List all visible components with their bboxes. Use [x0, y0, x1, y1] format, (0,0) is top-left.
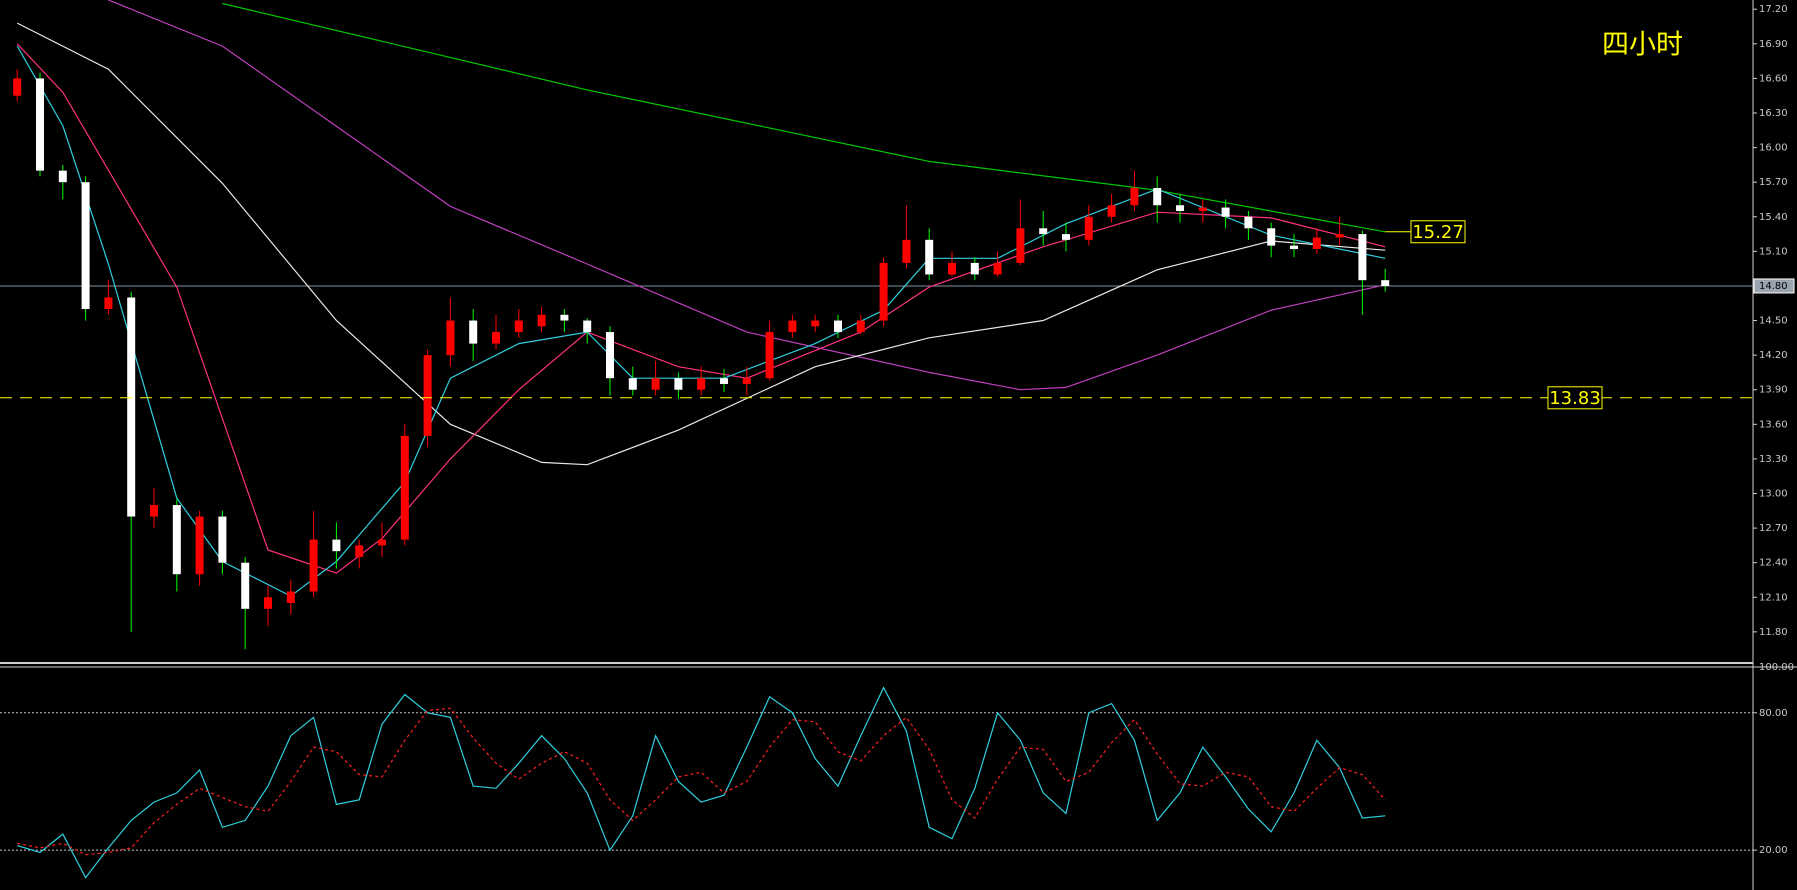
- candle-body: [856, 320, 865, 333]
- y-tick-label: 12.70: [1759, 523, 1788, 534]
- candle-body: [925, 239, 934, 275]
- candle-body: [1358, 234, 1367, 281]
- level-label: 15.27: [1412, 222, 1464, 243]
- candle-body: [1062, 234, 1070, 240]
- candle-body: [81, 182, 90, 310]
- ma-line: [16, 43, 1386, 574]
- y-tick-label: 13.90: [1759, 385, 1788, 396]
- candle-body: [127, 297, 136, 517]
- candle-body: [150, 505, 158, 517]
- candle-body: [1267, 228, 1276, 246]
- y-tick-label: 14.50: [1759, 316, 1788, 327]
- candle-body: [195, 516, 204, 575]
- y-tick-label: 14.20: [1759, 350, 1788, 361]
- level-label: 13.83: [1549, 388, 1601, 409]
- ma-line: [222, 2, 1386, 233]
- y-tick-label: 100.00: [1759, 662, 1794, 673]
- y-tick-label: 15.10: [1759, 246, 1788, 257]
- y-tick-label: 16.60: [1759, 73, 1788, 84]
- candle-body: [264, 597, 272, 609]
- candle-body: [1221, 207, 1230, 217]
- candle-body: [606, 332, 614, 379]
- candle-body: [1198, 207, 1207, 212]
- y-tick-label: 16.90: [1759, 39, 1788, 50]
- candle-body: [492, 332, 500, 344]
- candle-body: [355, 545, 364, 557]
- candle-body: [13, 78, 22, 96]
- candle-body: [1130, 187, 1139, 206]
- y-tick-label: 12.10: [1759, 592, 1788, 603]
- candle-body: [720, 378, 728, 384]
- ma-line: [108, 0, 1386, 391]
- candle-body: [400, 435, 409, 540]
- ma-line: [16, 22, 1386, 466]
- candle-body: [788, 320, 797, 333]
- candle-body: [218, 516, 227, 563]
- candle-body: [172, 505, 181, 575]
- candle-body: [332, 539, 341, 552]
- current-price-label: 14.80: [1759, 281, 1788, 292]
- candle-body: [1016, 228, 1025, 263]
- chart-title: 四小时: [1602, 30, 1683, 61]
- y-tick-label: 16.30: [1759, 108, 1788, 119]
- candle-body: [1244, 216, 1253, 229]
- candle-body: [423, 355, 432, 436]
- y-tick-label: 13.30: [1759, 454, 1788, 465]
- candle-body: [674, 378, 683, 390]
- candle-body: [993, 262, 1002, 275]
- candle-body: [104, 297, 113, 310]
- candle-body: [1039, 228, 1048, 235]
- candle-body: [948, 262, 956, 275]
- level-box: [1547, 386, 1603, 410]
- y-tick-label: 20.00: [1759, 845, 1788, 856]
- y-tick-label: 15.70: [1759, 177, 1788, 188]
- candle-body: [241, 562, 250, 609]
- candle-body: [446, 320, 455, 356]
- candle-body: [1381, 280, 1390, 286]
- candle-body: [514, 320, 523, 333]
- candle-body: [742, 378, 751, 384]
- candle-body: [902, 239, 911, 263]
- oscillator-line: [17, 686, 1386, 879]
- candle-body: [58, 170, 67, 183]
- y-tick-label: 12.40: [1759, 558, 1788, 569]
- y-tick-label: 13.00: [1759, 489, 1788, 500]
- candle-body: [1176, 205, 1184, 212]
- candle-body: [1335, 234, 1344, 238]
- candle-body: [1107, 205, 1116, 217]
- candle-body: [469, 320, 478, 344]
- candle-body: [1312, 237, 1321, 250]
- y-tick-label: 16.00: [1759, 143, 1788, 154]
- level-box: [1410, 220, 1466, 244]
- candle-body: [1084, 216, 1093, 240]
- y-tick-label: 17.20: [1759, 4, 1788, 15]
- candle-body: [1153, 187, 1162, 206]
- candle-body: [834, 320, 842, 333]
- candle-body: [1290, 245, 1298, 250]
- y-tick-label: 15.40: [1759, 212, 1788, 223]
- candle-body: [537, 314, 546, 327]
- candle-body: [811, 320, 820, 327]
- candle-body: [378, 539, 386, 546]
- oscillator-line: [17, 707, 1386, 856]
- candle-body: [560, 314, 569, 321]
- candle-body: [36, 78, 44, 171]
- candle-body: [286, 591, 295, 604]
- candle-body: [628, 378, 637, 390]
- current-price-box: [1753, 278, 1795, 294]
- candle-body: [765, 332, 774, 379]
- candle-body: [879, 262, 888, 321]
- candle-body: [309, 539, 318, 592]
- candle-body: [970, 262, 979, 275]
- candle-body: [583, 320, 592, 333]
- candle-body: [697, 378, 706, 390]
- candle-body: [651, 378, 660, 390]
- y-tick-label: 13.60: [1759, 419, 1788, 430]
- y-tick-label: 11.80: [1759, 627, 1788, 638]
- y-tick-label: 80.00: [1759, 708, 1788, 719]
